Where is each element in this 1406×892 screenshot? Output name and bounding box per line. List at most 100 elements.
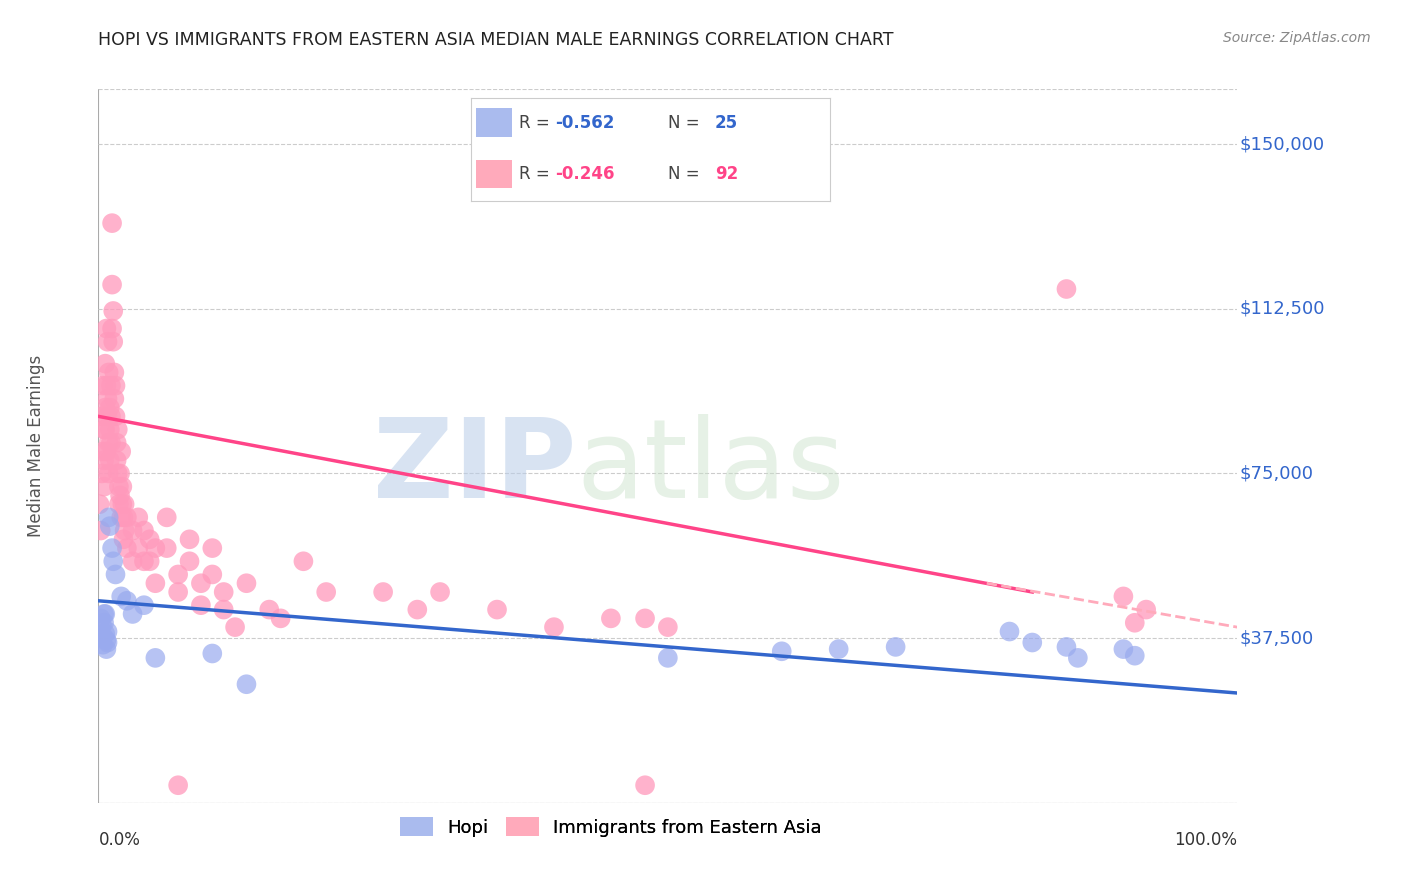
Point — [90, 467, 112, 481]
Point — [96, 409, 118, 424]
Point — [105, 435, 128, 450]
Point — [108, 480, 131, 494]
Point — [94, 607, 117, 621]
Point — [108, 497, 131, 511]
Point — [98, 453, 121, 467]
Point — [121, 554, 143, 568]
Point — [94, 401, 117, 415]
Point — [1112, 590, 1135, 604]
Text: R =: R = — [519, 165, 555, 183]
Point — [121, 607, 143, 621]
Point — [96, 642, 118, 657]
Point — [91, 638, 114, 652]
Point — [600, 611, 623, 625]
Point — [96, 624, 118, 639]
Point — [132, 524, 155, 538]
Text: $75,000: $75,000 — [1240, 465, 1313, 483]
Point — [98, 423, 121, 437]
Text: ZIP: ZIP — [374, 414, 576, 521]
Point — [270, 611, 292, 625]
Text: 100.0%: 100.0% — [1174, 831, 1237, 849]
Point — [111, 480, 134, 494]
Point — [96, 321, 118, 335]
Point — [90, 524, 112, 538]
Point — [167, 585, 190, 599]
Point — [110, 510, 132, 524]
Point — [115, 510, 138, 524]
Point — [96, 334, 118, 349]
Point — [90, 618, 112, 632]
Point — [371, 585, 394, 599]
Point — [1054, 282, 1078, 296]
Text: -0.246: -0.246 — [555, 165, 614, 183]
Point — [121, 524, 143, 538]
Point — [96, 635, 118, 649]
Point — [167, 778, 190, 792]
Point — [93, 607, 115, 621]
Point — [98, 401, 121, 415]
Point — [100, 409, 122, 424]
Point — [132, 598, 155, 612]
Point — [115, 594, 138, 608]
Point — [89, 497, 111, 511]
Point — [90, 611, 112, 625]
Point — [292, 554, 315, 568]
Point — [998, 624, 1021, 639]
Legend: Hopi, Immigrants from Eastern Asia: Hopi, Immigrants from Eastern Asia — [392, 810, 830, 844]
Point — [110, 444, 132, 458]
Point — [93, 423, 115, 437]
FancyBboxPatch shape — [477, 160, 512, 188]
Point — [884, 640, 907, 654]
Point — [96, 392, 118, 406]
Point — [212, 602, 235, 616]
Point — [1135, 602, 1157, 616]
Point — [429, 585, 451, 599]
Point — [98, 519, 121, 533]
Point — [103, 304, 125, 318]
Point — [93, 615, 115, 630]
Point — [190, 598, 212, 612]
Point — [1123, 615, 1146, 630]
Point — [94, 626, 117, 640]
Point — [103, 334, 125, 349]
Point — [112, 533, 135, 547]
Point — [104, 567, 127, 582]
Point — [1067, 651, 1090, 665]
Point — [104, 378, 127, 392]
Point — [127, 510, 149, 524]
Point — [1021, 635, 1043, 649]
Point — [657, 651, 679, 665]
Point — [127, 541, 149, 555]
Point — [114, 524, 136, 538]
Point — [96, 633, 118, 648]
Point — [100, 435, 122, 450]
Point — [103, 554, 125, 568]
Point — [634, 778, 657, 792]
Point — [235, 576, 257, 591]
Point — [315, 585, 337, 599]
Point — [145, 541, 167, 555]
Point — [96, 444, 118, 458]
Point — [90, 409, 112, 424]
Point — [103, 366, 125, 380]
Point — [111, 497, 134, 511]
Point — [97, 366, 120, 380]
Point — [259, 602, 281, 616]
Point — [91, 444, 114, 458]
Point — [156, 510, 179, 524]
Text: -0.562: -0.562 — [555, 114, 614, 132]
Point — [179, 554, 201, 568]
Point — [101, 541, 124, 555]
Point — [107, 467, 129, 481]
Point — [212, 585, 235, 599]
Point — [138, 533, 160, 547]
Text: atlas: atlas — [576, 414, 845, 521]
Point — [94, 357, 117, 371]
Point — [201, 567, 224, 582]
Point — [91, 629, 114, 643]
Point — [201, 541, 224, 555]
Point — [132, 554, 155, 568]
Point — [657, 620, 679, 634]
Point — [406, 602, 429, 616]
Text: $112,500: $112,500 — [1240, 300, 1324, 318]
